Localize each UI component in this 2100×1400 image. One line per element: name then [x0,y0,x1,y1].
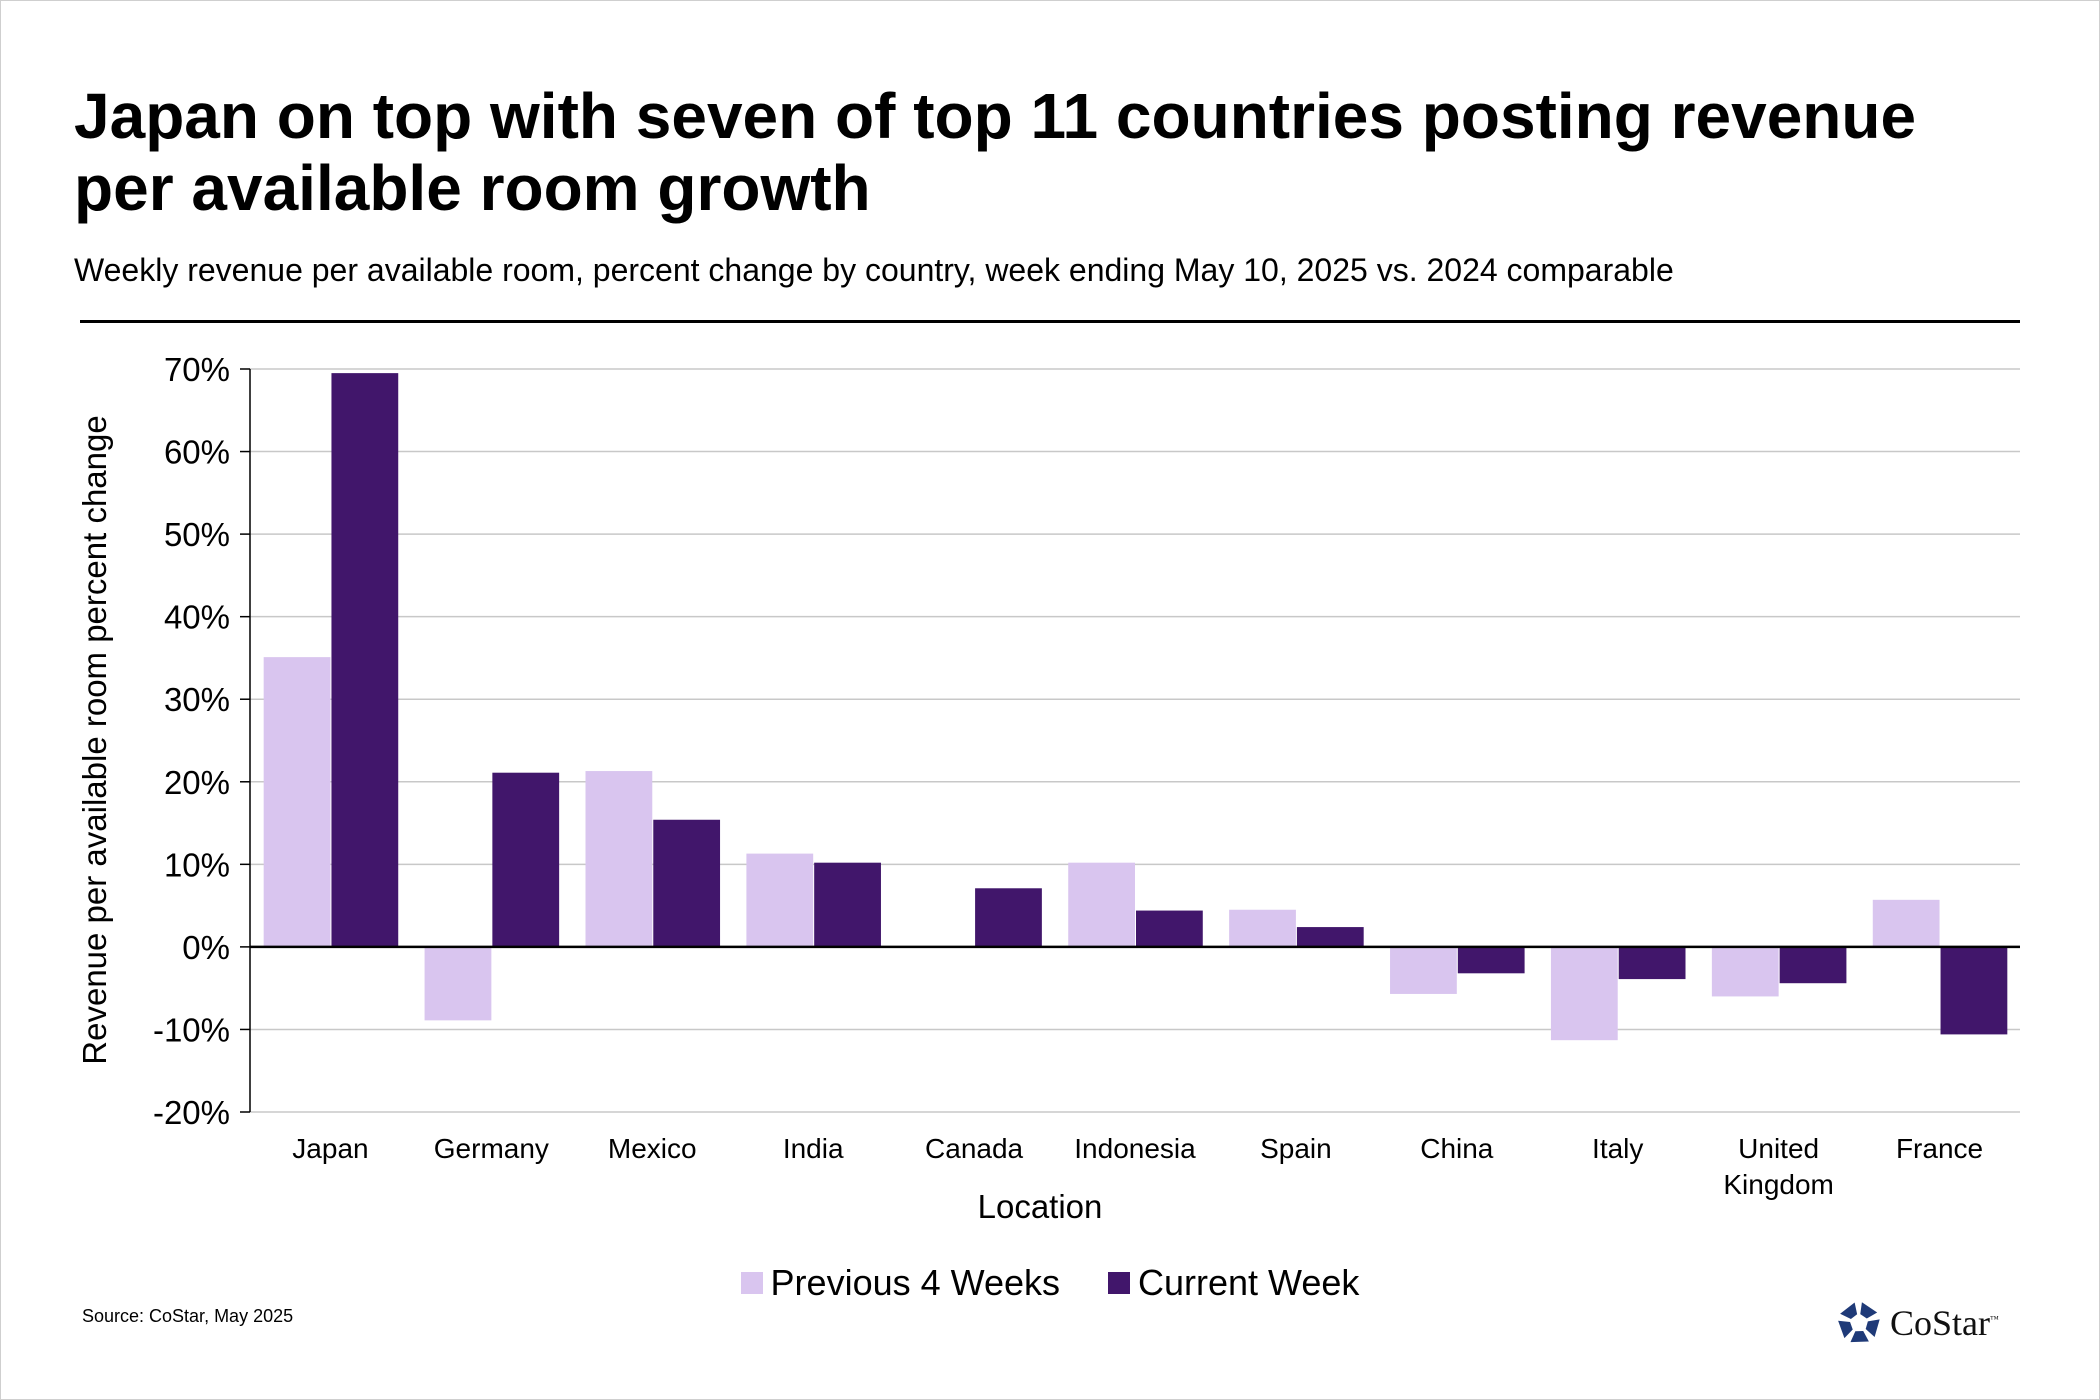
legend-label-previous: Previous 4 Weeks [770,1262,1061,1303]
chart-subtitle: Weekly revenue per available room, perce… [74,252,1674,288]
bar-previous-united-kingdom [1711,946,1779,997]
logo-segment [1838,1320,1853,1339]
chart-title: Japan on top with seven of top 11 countr… [74,80,1917,224]
bar-current-japan [331,373,399,947]
bar-current-indonesia [1136,910,1203,947]
axes [240,368,2020,1113]
y-tick-label: 30% [164,681,230,718]
bar-previous-indonesia [1068,862,1135,947]
title-divider [80,320,2020,323]
y-tick-label: 0% [182,929,230,966]
y-tick-label: 40% [164,599,230,636]
y-tick-label: 60% [164,434,230,471]
legend: Previous 4 Weeks Current Week [0,1262,2100,1304]
logo-text: CoStar™ [1890,1302,1999,1344]
bar-previous-mexico [585,771,653,947]
bar-previous-france [1872,899,1940,947]
logo-segment [1860,1302,1878,1319]
bar-current-spain [1296,927,1364,947]
bar-current-italy [1618,946,1686,980]
bars [263,373,2008,1041]
bar-previous-germany [424,946,492,1021]
legend-item-current: Current Week [1108,1262,1359,1304]
x-tick-label: Spain [1260,1133,1332,1164]
costar-star-icon [1838,1302,1880,1343]
x-tick-label: Germany [434,1133,549,1164]
logo-segment [1865,1319,1880,1338]
legend-swatch-current [1108,1272,1131,1294]
y-tick-label: 20% [164,764,230,801]
x-tick-label: China [1420,1133,1494,1164]
x-tick-label: Canada [925,1133,1024,1164]
bar-current-united-kingdom [1779,946,1847,984]
x-tick-label: Kingdom [1723,1169,1834,1200]
logo-segment [1850,1330,1869,1343]
y-tick-label: 70% [164,351,230,388]
bar-previous-italy [1550,946,1618,1041]
legend-label-current: Current Week [1138,1262,1360,1303]
y-tick-labels: -20% -10% 0% 10% 20% 30% 40% 50% 60% 70% [153,351,230,1131]
bar-previous-spain [1229,909,1296,947]
x-tick-label: United [1738,1133,1819,1164]
x-tick-label: Indonesia [1074,1133,1196,1164]
logo-trademark: ™ [1990,1314,1999,1324]
bar-current-mexico [653,819,721,947]
x-tick-label: Japan [292,1133,368,1164]
source-note: Source: CoStar, May 2025 [82,1306,294,1326]
y-tick-label: -10% [153,1011,230,1048]
y-axis-title: Revenue per available room percent chang… [76,415,113,1064]
x-tick-label: Mexico [608,1133,697,1164]
bar-current-france [1940,946,2008,1035]
bar-current-china [1457,946,1525,974]
bar-previous-japan [263,657,331,947]
x-category-labels: Japan Germany Mexico India Canada Indonesia Sp… [292,1133,1983,1200]
y-tick-label: -20% [153,1094,230,1131]
y-tick-label: 10% [164,846,230,883]
bar-previous-china [1390,946,1457,994]
x-axis-title: Location [978,1188,1103,1225]
bar-current-germany [492,772,560,947]
logo-segment [1840,1302,1858,1320]
x-tick-label: Italy [1592,1133,1643,1164]
gridlines [250,368,2020,1113]
bar-current-canada [975,888,1042,947]
legend-item-previous: Previous 4 Weeks [740,1262,1061,1304]
costar-logo: CoStar™ [1836,1300,1999,1346]
x-tick-label: India [783,1133,844,1164]
x-tick-label: France [1896,1133,1983,1164]
logo-wordmark: CoStar [1890,1303,1991,1343]
y-tick-label: 50% [164,516,230,553]
bar-current-india [814,862,881,947]
bar-previous-india [746,853,814,947]
legend-swatch-previous [740,1272,763,1294]
